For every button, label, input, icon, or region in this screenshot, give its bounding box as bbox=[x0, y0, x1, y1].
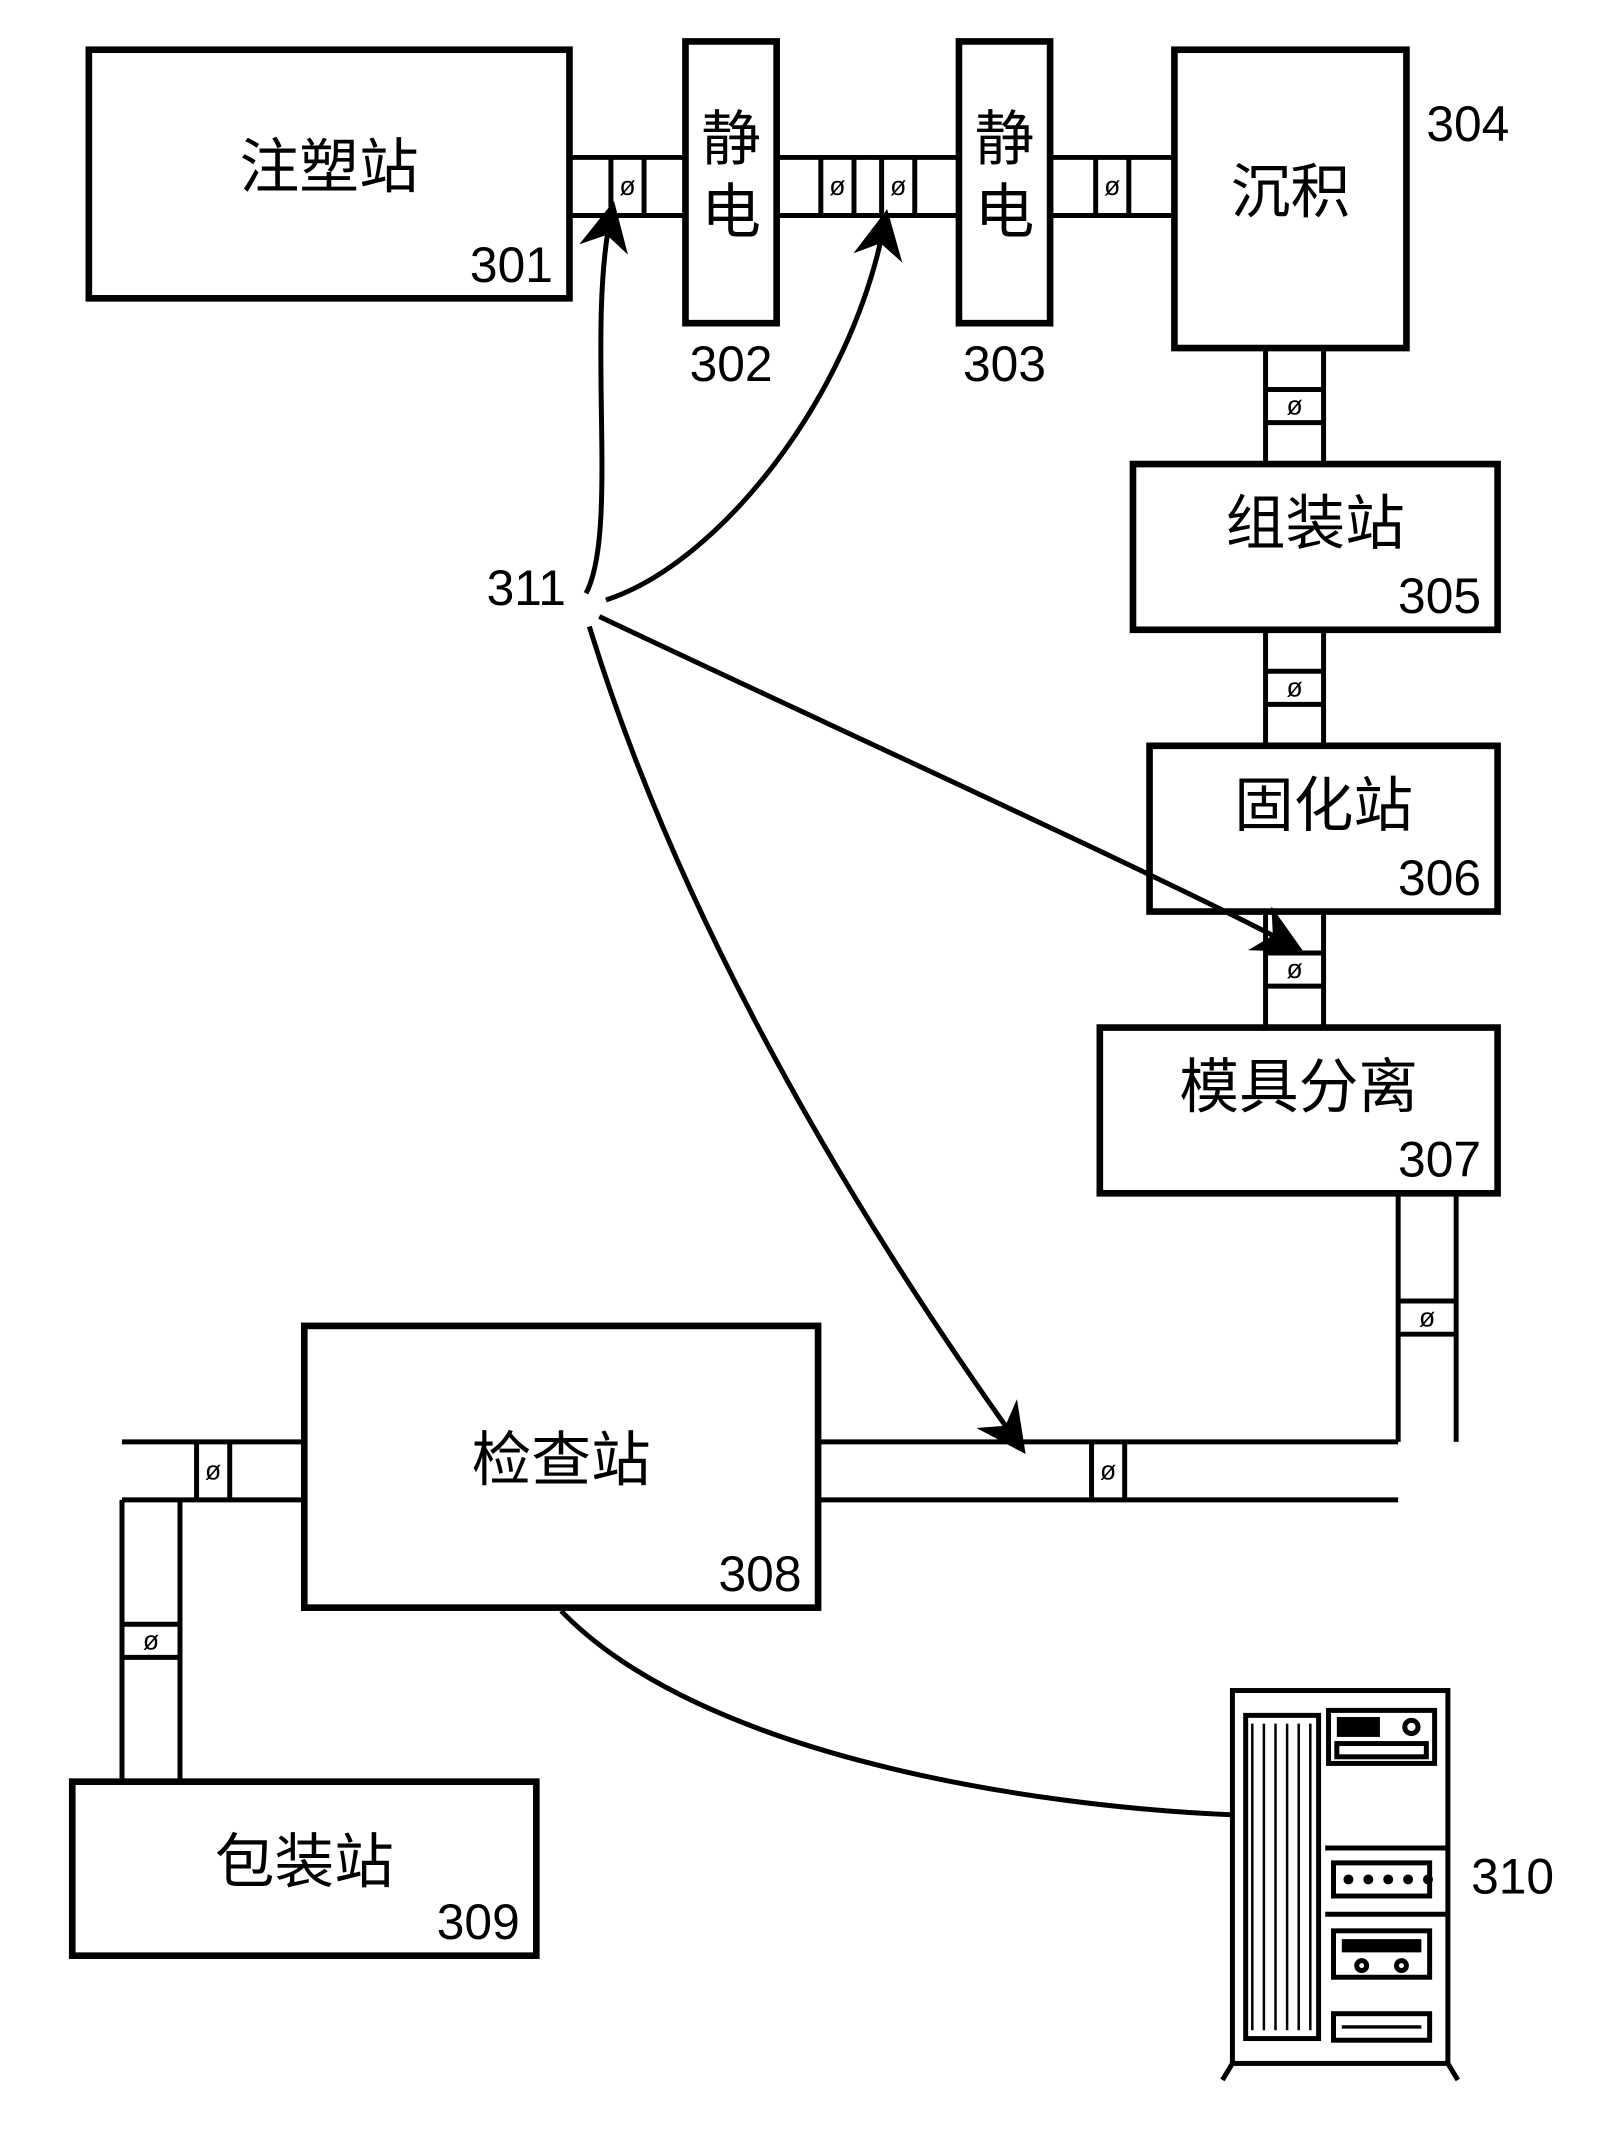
static2-box: 静电 303 bbox=[959, 41, 1050, 392]
separation-box: 模具分离 307 bbox=[1100, 1028, 1498, 1194]
svg-text:ø: ø bbox=[1419, 1302, 1435, 1332]
svg-text:ø: ø bbox=[1286, 391, 1302, 421]
svg-text:ø: ø bbox=[619, 171, 635, 201]
svg-text:301: 301 bbox=[470, 237, 553, 293]
svg-text:308: 308 bbox=[719, 1546, 802, 1602]
svg-text:ø: ø bbox=[1100, 1456, 1116, 1486]
svg-text:ø: ø bbox=[143, 1625, 159, 1655]
svg-text:303: 303 bbox=[963, 336, 1046, 392]
svg-text:304: 304 bbox=[1426, 96, 1509, 152]
svg-text:沉积: 沉积 bbox=[1231, 160, 1350, 226]
inspection-box: 检查站 308 bbox=[304, 1326, 818, 1608]
assembly-box: 组装站 305 bbox=[1133, 464, 1498, 630]
svg-text:ø: ø bbox=[829, 171, 845, 201]
static1-box: 静电 302 bbox=[685, 41, 776, 392]
curing-box: 固化站 306 bbox=[1150, 746, 1498, 912]
computer-station: 310 bbox=[1222, 1691, 1554, 2080]
svg-text:电: 电 bbox=[701, 179, 761, 245]
injection-box: 注塑站 301 bbox=[89, 50, 570, 299]
svg-text:电: 电 bbox=[975, 179, 1035, 245]
svg-text:ø: ø bbox=[890, 171, 906, 201]
svg-text:模具分离: 模具分离 bbox=[1179, 1055, 1418, 1121]
diagram-canvas: øøøøøøøøøøø 注塑站301静电302静电303沉积304组装站305固… bbox=[0, 0, 1603, 2138]
svg-text:307: 307 bbox=[1398, 1132, 1481, 1188]
svg-text:包装站: 包装站 bbox=[215, 1829, 394, 1895]
svg-text:310: 310 bbox=[1471, 1849, 1554, 1905]
svg-text:组装站: 组装站 bbox=[1226, 491, 1405, 557]
svg-text:检查站: 检查站 bbox=[472, 1427, 651, 1493]
svg-text:306: 306 bbox=[1398, 850, 1481, 906]
boxes-group: 注塑站301静电302静电303沉积304组装站305固化站306模具分离307… bbox=[72, 41, 1509, 1955]
svg-text:ø: ø bbox=[1286, 954, 1302, 984]
svg-text:ø: ø bbox=[1286, 672, 1302, 702]
svg-text:固化站: 固化站 bbox=[1234, 773, 1413, 839]
curve-origin-label: 311 bbox=[487, 560, 566, 616]
svg-text:静: 静 bbox=[701, 107, 761, 173]
svg-text:ø: ø bbox=[1104, 171, 1120, 201]
deposition-box: 沉积 304 bbox=[1174, 50, 1509, 348]
svg-text:注塑站: 注塑站 bbox=[240, 135, 419, 201]
svg-text:302: 302 bbox=[690, 336, 773, 392]
svg-text:静: 静 bbox=[975, 107, 1035, 173]
svg-text:309: 309 bbox=[437, 1894, 520, 1950]
packaging-box: 包装站 309 bbox=[72, 1782, 536, 1956]
svg-text:305: 305 bbox=[1398, 568, 1481, 624]
svg-text:ø: ø bbox=[205, 1456, 221, 1486]
